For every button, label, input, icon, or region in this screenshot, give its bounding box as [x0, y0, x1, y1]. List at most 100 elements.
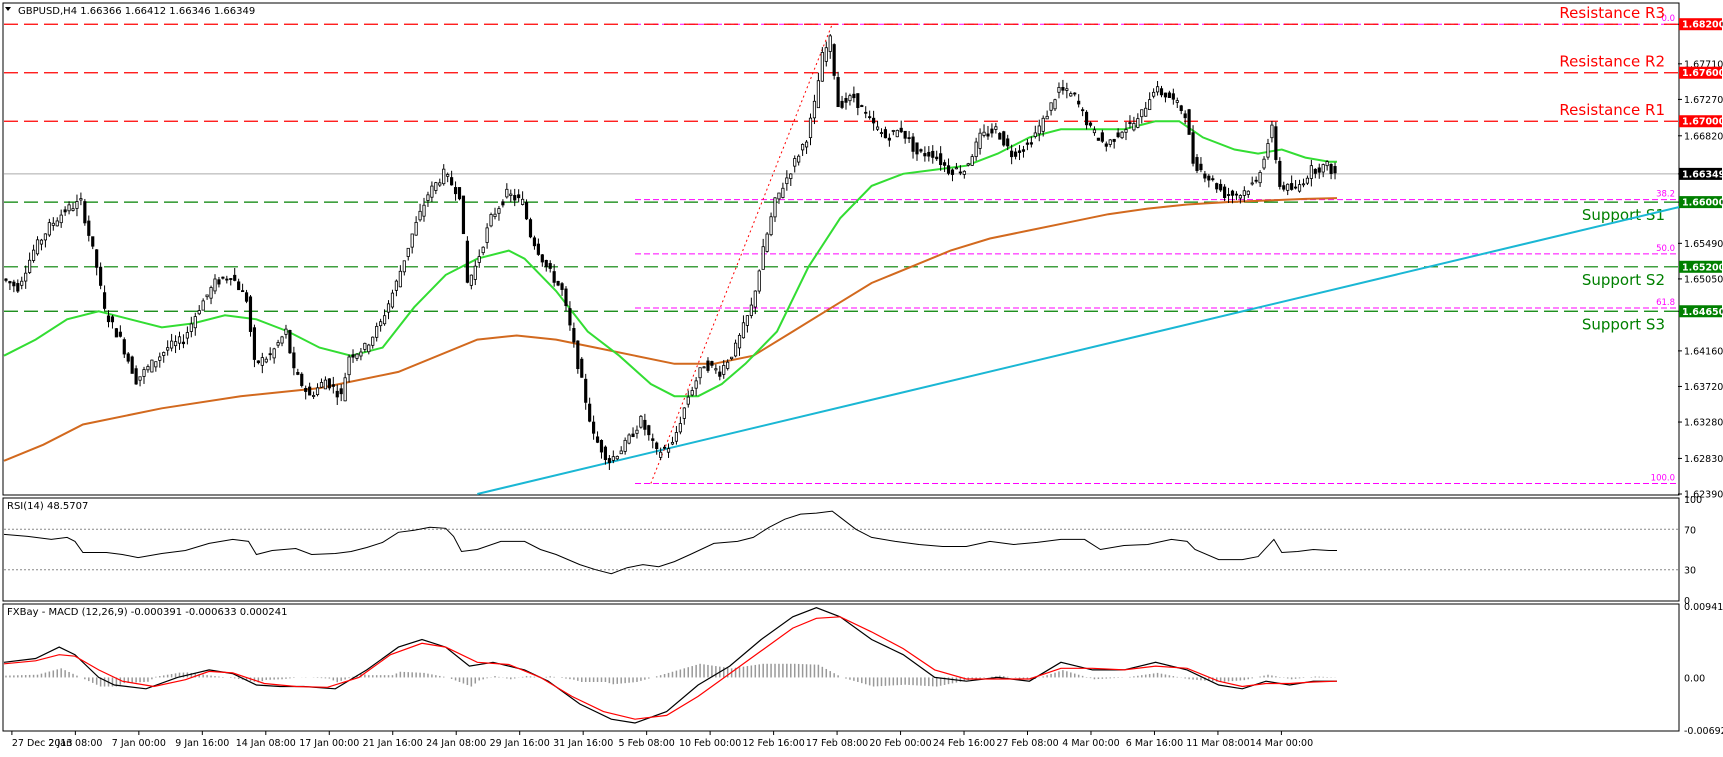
candle-body [260, 357, 264, 366]
candle-body [1155, 86, 1160, 93]
candle [1096, 137, 1100, 141]
candle-body [51, 222, 55, 226]
macd-plot [3, 607, 1338, 724]
candle-body [173, 341, 178, 347]
candle-body [1242, 190, 1246, 196]
candle [698, 367, 702, 385]
candle [580, 357, 584, 378]
candle [517, 189, 521, 203]
candle-body [852, 93, 856, 99]
candle [1238, 194, 1242, 204]
time-tick-label: 14 Mar 00:00 [1250, 738, 1313, 749]
level-price-tag-4 [1679, 260, 1722, 273]
candle-body [379, 321, 383, 327]
candle-body [442, 168, 446, 185]
main-panel-frame [2, 2, 1680, 496]
candle-body [505, 188, 509, 198]
candle-body [1144, 107, 1148, 117]
candle [1061, 79, 1065, 95]
candle [87, 215, 91, 242]
candle [1049, 102, 1053, 116]
candle-body [690, 390, 694, 396]
candle-body [308, 386, 312, 396]
candle-body [722, 365, 726, 375]
candle [233, 268, 237, 282]
candle-body [978, 132, 982, 149]
macd-tick-label: -0.006929 [1684, 726, 1723, 737]
candle [911, 133, 915, 159]
candle [237, 278, 241, 291]
candle-body [540, 254, 544, 263]
candle [1112, 138, 1116, 149]
candle [1021, 145, 1026, 158]
candle [1148, 92, 1152, 111]
candle-body [607, 458, 611, 464]
candle [43, 233, 47, 248]
candle-body [1069, 93, 1073, 97]
candle-body [670, 441, 675, 445]
candle [252, 324, 257, 368]
candle-body [741, 322, 746, 339]
candle [718, 365, 722, 381]
candle [927, 146, 931, 162]
candle-body [647, 425, 651, 436]
candle-body [1297, 184, 1302, 192]
candle-body [1041, 117, 1045, 132]
candle-body [749, 304, 753, 316]
price-tick-label: 1.63720 [1684, 382, 1723, 393]
candle-body [1254, 179, 1258, 182]
candle [635, 425, 639, 439]
candle [1033, 125, 1037, 139]
candle [394, 279, 398, 297]
candle-body [477, 256, 481, 263]
macd-tick-label: 0.00 [1684, 673, 1705, 684]
candle [221, 276, 225, 280]
candle [919, 148, 923, 154]
candle-body [832, 44, 836, 76]
time-tick-label: 17 Jan 00:00 [299, 738, 359, 749]
candle [59, 209, 63, 228]
candle-body [280, 336, 284, 344]
candle [343, 372, 347, 402]
candle [390, 289, 395, 309]
candle-body [359, 351, 363, 357]
candle-body [899, 127, 903, 133]
candle-body [1313, 168, 1317, 174]
candle-body [1175, 100, 1179, 103]
candle-body [1183, 113, 1187, 119]
dropdown-triangle-icon[interactable] [5, 7, 11, 11]
candle [1017, 145, 1022, 161]
price-tick-label: 1.67270 [1684, 95, 1723, 106]
candle-body [883, 129, 888, 139]
candle-body [655, 442, 659, 449]
candle [1313, 168, 1317, 179]
candle-body [572, 328, 576, 343]
candle [1321, 163, 1325, 178]
candle-body [292, 352, 296, 369]
candle [844, 92, 848, 110]
candle-body [434, 182, 438, 191]
candle-body [489, 214, 493, 227]
candle-body [1211, 178, 1215, 181]
candle [446, 172, 450, 183]
candle-body [828, 35, 832, 52]
candle-body [446, 174, 450, 177]
level-price-tag-text-3: 1.66000 [1682, 198, 1723, 209]
candle-body [375, 325, 379, 338]
candle-body [225, 278, 229, 281]
candle [1171, 88, 1175, 105]
price-tick-label: 1.64160 [1684, 346, 1723, 357]
candle [114, 327, 118, 338]
candle-body [20, 280, 24, 286]
candle-body [1120, 131, 1124, 139]
candle [749, 297, 753, 319]
candle-body [248, 296, 253, 332]
candle-body [1116, 132, 1120, 138]
candle [812, 94, 817, 125]
fib-label-3: 61.8 [1656, 298, 1675, 308]
candle [745, 315, 749, 333]
candle-body [923, 153, 927, 157]
candle-body [895, 129, 899, 138]
candle [473, 260, 477, 286]
